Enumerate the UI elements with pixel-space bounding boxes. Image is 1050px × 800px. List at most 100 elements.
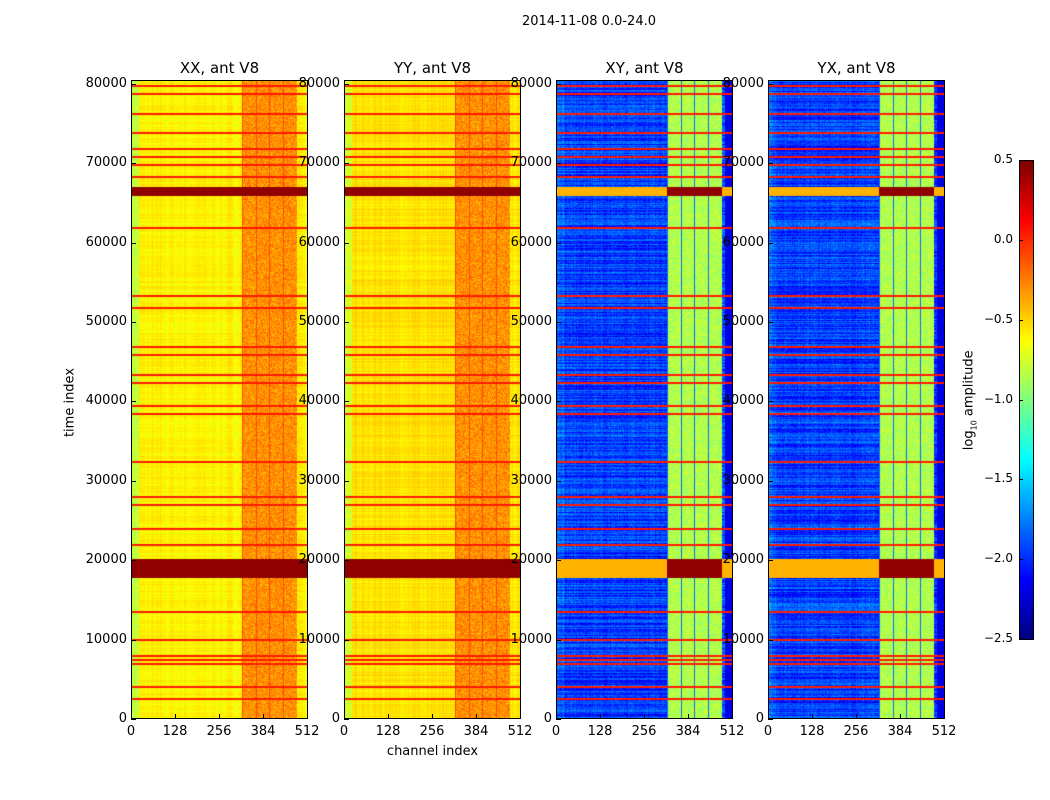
x-tick-label: 0 [763, 724, 773, 739]
y-tick-label: 70000 [85, 155, 127, 171]
colorbar-tick-mark [1019, 639, 1023, 640]
x-tick-mark [812, 714, 813, 719]
colorbar-gradient [1020, 161, 1033, 639]
y-tick-mark [768, 322, 773, 324]
x-tick-mark [263, 714, 264, 719]
y-tick-label: 30000 [85, 472, 127, 488]
y-tick-mark [768, 480, 773, 482]
y-tick-label: 50000 [510, 314, 552, 330]
y-tick-label: 40000 [510, 393, 552, 409]
x-tick-label: 128 [799, 724, 825, 739]
x-tick-label: 512 [507, 724, 533, 739]
y-tick-label: 20000 [510, 552, 552, 568]
y-tick-mark [556, 639, 561, 641]
y-tick-label: 30000 [298, 472, 340, 488]
y-tick-mark [768, 719, 773, 720]
x-tick-mark [732, 714, 733, 719]
y-tick-mark [344, 480, 349, 482]
colorbar-tick-label: −0.5 [983, 311, 1013, 326]
y-tick-mark [344, 639, 349, 641]
x-tick-label: 0 [339, 724, 349, 739]
x-tick-mark [307, 714, 308, 719]
y-tick-label: 80000 [722, 75, 764, 91]
x-tick-mark [600, 714, 601, 719]
y-tick-label: 80000 [510, 75, 552, 91]
y-tick-label: 20000 [298, 552, 340, 568]
x-tick-label: 128 [375, 724, 401, 739]
y-tick-mark [768, 401, 773, 403]
y-tick-label: 10000 [510, 631, 552, 647]
colorbar-tick-mark [1019, 399, 1023, 401]
x-tick-mark [476, 714, 477, 719]
x-tick-mark [856, 714, 857, 719]
x-tick-label: 512 [294, 724, 320, 739]
x-tick-mark [219, 714, 220, 719]
x-tick-mark [131, 714, 132, 719]
y-tick-label: 50000 [85, 314, 127, 330]
colorbar-tick-label: 0.0 [993, 231, 1013, 246]
y-tick-label: 20000 [85, 552, 127, 568]
y-tick-label: 70000 [298, 155, 340, 171]
x-tick-mark [388, 714, 389, 719]
x-tick-mark [768, 714, 769, 719]
x-tick-mark [344, 714, 345, 719]
y-tick-mark [344, 560, 349, 562]
y-tick-label: 70000 [510, 155, 552, 171]
y-tick-mark [131, 719, 136, 720]
y-tick-label: 0 [331, 711, 340, 726]
y-tick-mark [768, 639, 773, 641]
x-tick-mark [944, 714, 945, 719]
x-tick-label: 512 [931, 724, 957, 739]
y-tick-label: 40000 [85, 393, 127, 409]
y-tick-label: 80000 [85, 75, 127, 91]
y-tick-label: 10000 [298, 631, 340, 647]
y-tick-label: 30000 [722, 472, 764, 488]
y-tick-mark [768, 163, 773, 165]
y-tick-mark [131, 322, 136, 324]
heatmap-panel [131, 80, 308, 719]
x-tick-label: 512 [719, 724, 745, 739]
heatmap-image [557, 81, 732, 718]
panel-title: YY, ant V8 [393, 59, 471, 77]
x-tick-mark [175, 714, 176, 719]
y-tick-mark [131, 163, 136, 165]
x-tick-mark [432, 714, 433, 719]
y-tick-label: 0 [543, 711, 552, 726]
panel-title: XX, ant V8 [179, 59, 260, 77]
x-tick-mark [556, 714, 557, 719]
y-tick-mark [344, 163, 349, 165]
y-tick-label: 40000 [298, 393, 340, 409]
y-tick-mark [344, 719, 349, 720]
x-tick-label: 128 [587, 724, 613, 739]
y-tick-mark [556, 480, 561, 482]
y-tick-label: 10000 [722, 631, 764, 647]
x-tick-label: 0 [551, 724, 561, 739]
colorbar-tick-label: −2.0 [983, 551, 1013, 566]
heatmap-panel [344, 80, 521, 719]
y-tick-label: 80000 [298, 75, 340, 91]
x-tick-label: 384 [675, 724, 701, 739]
colorbar-tick-label: −1.5 [983, 471, 1013, 486]
x-tick-label: 256 [631, 724, 657, 739]
colorbar-tick-mark [1019, 160, 1023, 161]
y-tick-mark [344, 401, 349, 403]
y-tick-mark [344, 242, 349, 244]
y-tick-label: 50000 [722, 314, 764, 330]
y-tick-label: 70000 [722, 155, 764, 171]
y-tick-mark [768, 560, 773, 562]
y-tick-mark [344, 83, 349, 85]
heatmap-image [769, 81, 944, 718]
x-tick-mark [520, 714, 521, 719]
y-tick-mark [556, 163, 561, 165]
x-tick-label: 0 [126, 724, 136, 739]
y-tick-mark [556, 242, 561, 244]
y-tick-mark [131, 560, 136, 562]
x-tick-mark [644, 714, 645, 719]
y-tick-label: 60000 [510, 234, 552, 250]
y-tick-mark [556, 322, 561, 324]
y-tick-mark [344, 322, 349, 324]
colorbar-tick-mark [1019, 319, 1023, 321]
y-tick-label: 40000 [722, 393, 764, 409]
x-tick-label: 384 [887, 724, 913, 739]
figure-title: 2014-11-08 0.0-24.0 [522, 14, 656, 29]
